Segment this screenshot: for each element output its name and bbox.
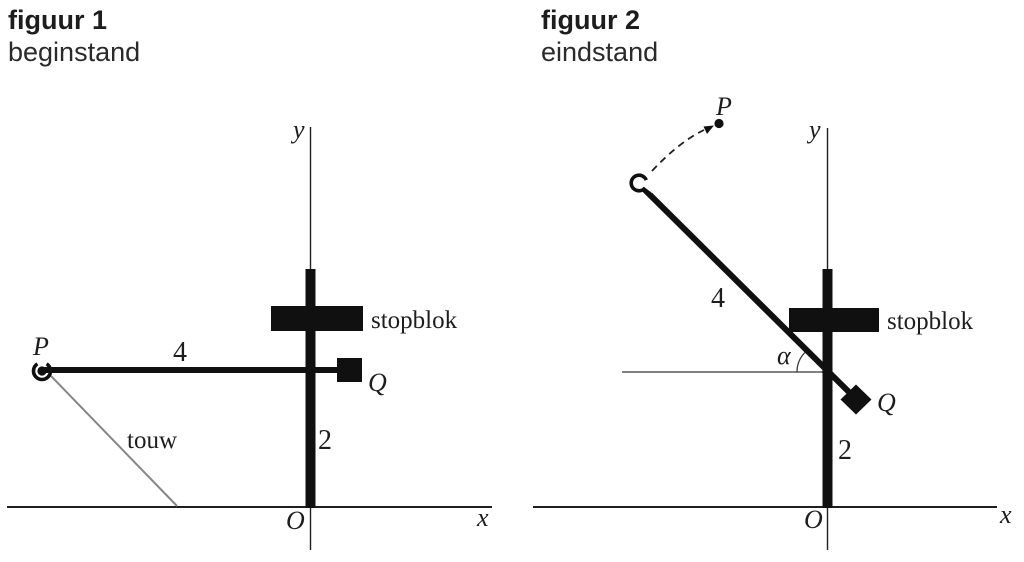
q-weight-diamond [840,384,872,415]
figure2-subtitle: eindstand [541,37,658,67]
pole-bar [305,269,316,508]
stopblok-label: stopblok [887,308,974,335]
stopblok-label: stopblok [371,307,458,334]
arrowhead-icon [703,125,714,134]
p-label: P [32,332,49,361]
q-weight-square [337,358,362,382]
q-label: Q [368,368,387,397]
y-axis-label: y [806,115,821,144]
figure1-title: figuur 1 [8,5,107,35]
figure2-title: figuur 2 [541,5,640,35]
rod-length-label: 4 [711,283,725,314]
hook-opening [639,177,654,193]
p-label: P [715,92,732,121]
pivot-dot [822,367,832,377]
figure1-subtitle: beginstand [8,37,140,67]
angle-arc [796,351,806,373]
figure2-diagram: figuur 2 eindstand y x O stopblok α 4 P … [533,5,1012,550]
origin-label: O [804,505,823,534]
pole-bar [822,269,833,508]
rope-line [50,375,178,507]
angle-label: α [777,341,792,370]
q-label: Q [877,388,896,417]
stopblok-rect [271,306,363,331]
figure1-diagram: figuur 1 beginstand y x O stopblok touw … [7,5,492,550]
origin-label: O [286,506,305,535]
pole-height-label: 2 [838,435,852,466]
stopblok-rect [789,308,879,332]
y-axis-label: y [290,115,305,144]
rod-line [641,186,860,403]
x-axis-label: x [999,500,1012,529]
pole-height-label: 2 [318,425,332,456]
rod-length-label: 4 [173,337,187,368]
trajectory-dashed-arrow [651,129,705,172]
x-axis-label: x [476,503,489,532]
p-point-dot [714,118,724,129]
rope-label: touw [127,427,177,454]
hook-opening [33,357,51,371]
